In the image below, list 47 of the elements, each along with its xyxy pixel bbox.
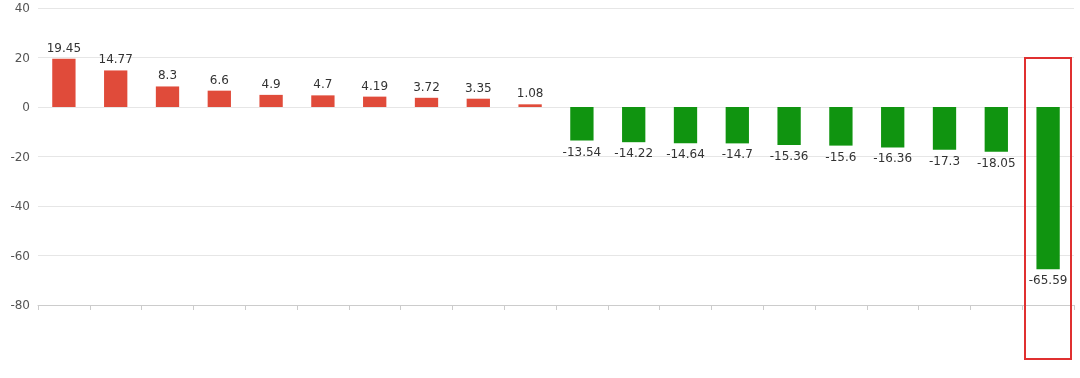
- bar: [155, 86, 180, 107]
- data-label: 4.7: [313, 77, 333, 92]
- data-label: -13.54: [562, 144, 602, 159]
- data-label: -65.59: [1028, 273, 1068, 288]
- data-label: -14.22: [614, 146, 654, 161]
- bar: [673, 107, 698, 144]
- bar: [777, 107, 801, 146]
- bar: [622, 107, 646, 143]
- data-label: 8.3: [157, 68, 178, 83]
- y-tick-label: -60: [10, 248, 30, 263]
- bar: [881, 107, 905, 148]
- bar: [984, 107, 1008, 152]
- bar: [518, 104, 542, 107]
- data-label: 1.08: [516, 86, 544, 101]
- data-label: 4.19: [361, 78, 389, 93]
- data-label: 6.6: [209, 72, 229, 87]
- data-label: -14.7: [721, 147, 753, 162]
- data-label: -15.6: [825, 149, 857, 164]
- bar: [207, 90, 231, 107]
- y-tick-label: 40: [14, 1, 30, 15]
- data-label: 4.9: [261, 76, 281, 91]
- bar: [259, 94, 283, 107]
- y-tick-label: -40: [10, 199, 30, 213]
- bar: [725, 107, 749, 144]
- data-label: -17.3: [928, 153, 961, 168]
- y-tick-label: 20: [14, 50, 30, 65]
- bar: [932, 107, 957, 150]
- bar: [466, 98, 490, 107]
- data-label: -16.36: [873, 151, 913, 166]
- y-tick-label: -80: [10, 298, 30, 312]
- data-label: -18.05: [976, 155, 1016, 170]
- bar: [363, 96, 387, 107]
- data-label: 3.35: [464, 80, 492, 95]
- data-label: 3.72: [413, 79, 440, 94]
- data-label: -15.36: [769, 149, 809, 164]
- bar: [1036, 107, 1060, 270]
- data-label: -14.64: [666, 147, 705, 162]
- bar: [311, 95, 335, 107]
- bar: [570, 107, 594, 141]
- y-tick-label: 0: [22, 100, 30, 114]
- y-tick-label: -20: [10, 149, 30, 164]
- data-label: 14.77: [98, 52, 133, 67]
- bar: [829, 107, 853, 146]
- data-label: 19.45: [46, 40, 82, 55]
- bar: [52, 58, 76, 107]
- bar: [104, 70, 128, 107]
- bar: [414, 97, 439, 107]
